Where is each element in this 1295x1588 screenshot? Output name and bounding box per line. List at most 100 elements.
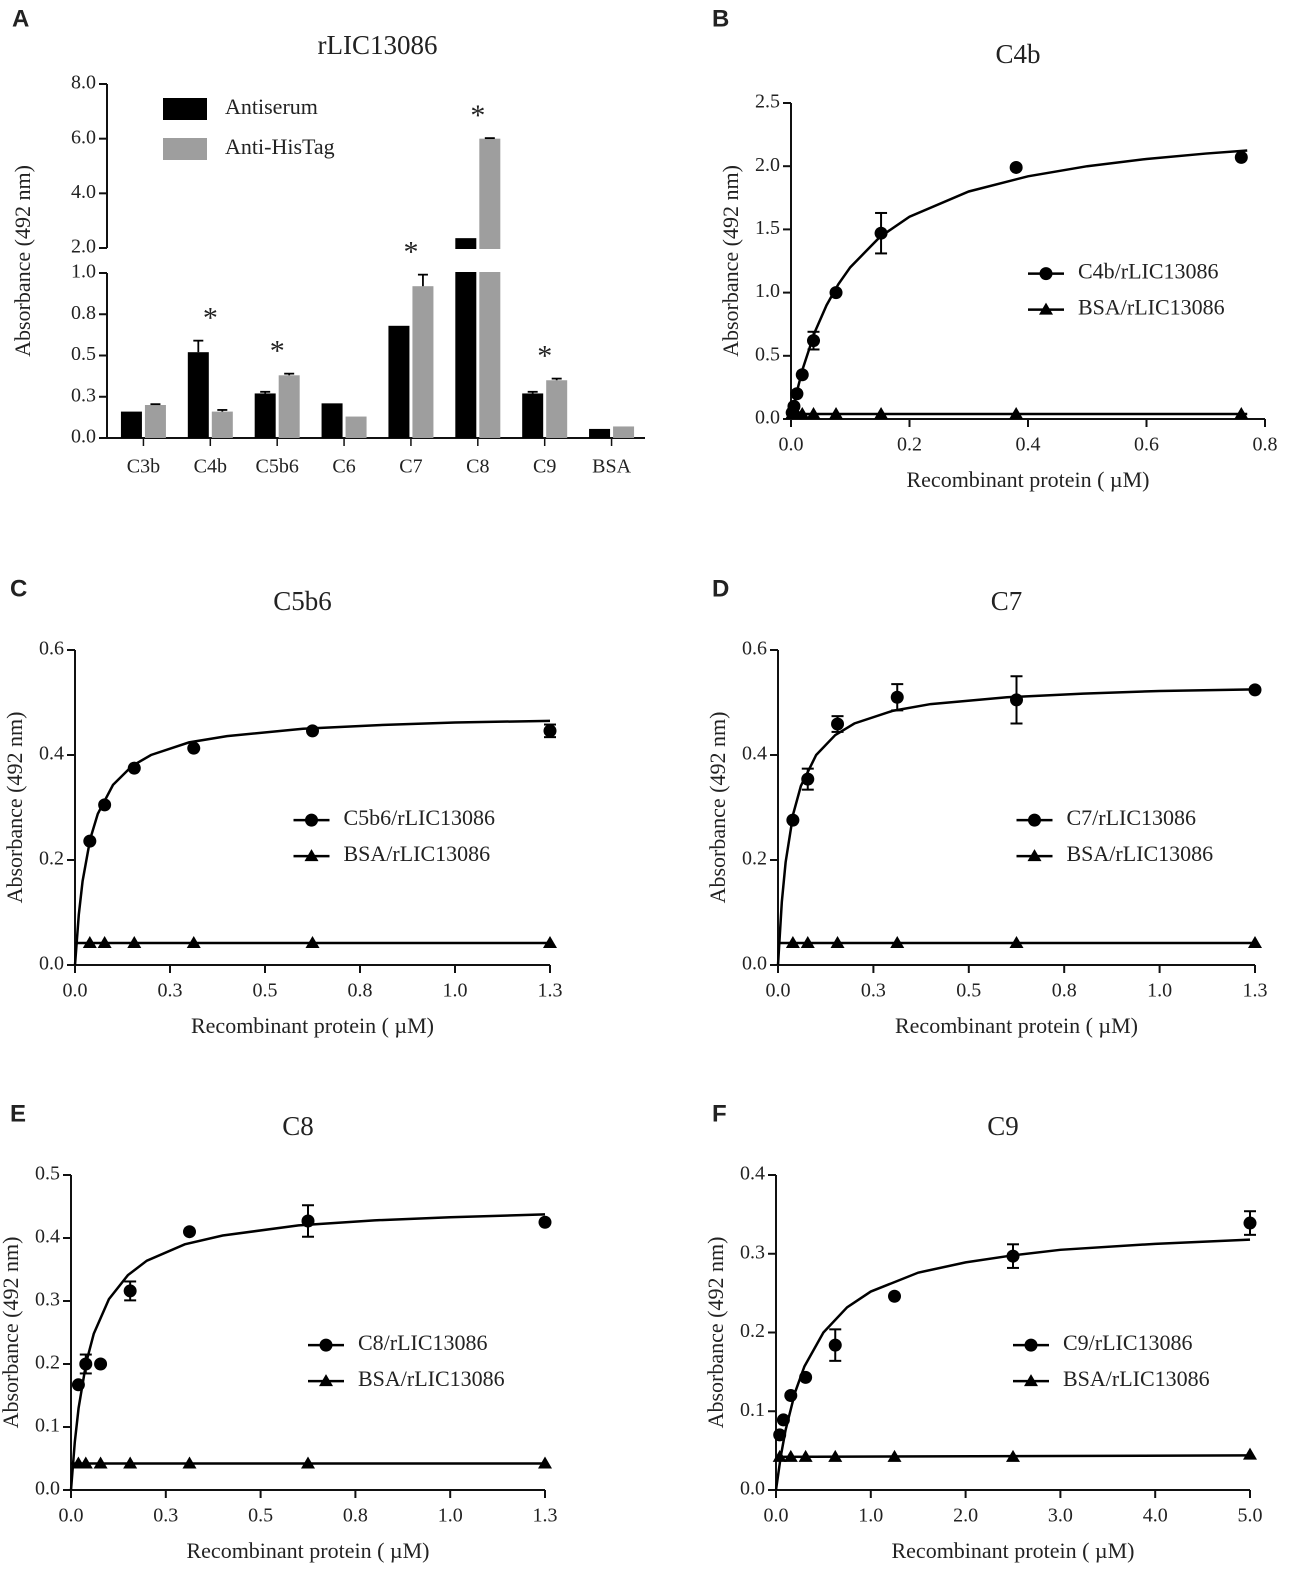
- data-point: [829, 286, 843, 300]
- legend-label: BSA/rLIC13086: [1078, 295, 1225, 320]
- x-tick-label: 0.3: [153, 1505, 178, 1527]
- y-tick-label: 0.0: [740, 1478, 765, 1500]
- fit-curve: [789, 149, 1248, 420]
- x-axis-label: Recombinant protein ( µM): [191, 1013, 434, 1038]
- panel-letter: D: [712, 575, 729, 602]
- data-point: [98, 798, 112, 812]
- legend-label: C4b/rLIC13086: [1078, 259, 1219, 284]
- data-point: [890, 690, 904, 704]
- x-tick-label: 0.0: [63, 980, 88, 1002]
- data-point: [127, 761, 141, 775]
- y-tick-label: 0.3: [35, 1289, 60, 1311]
- data-point: [538, 1215, 552, 1229]
- legend-marker: [1039, 302, 1053, 315]
- chart-title: C5b6: [273, 586, 332, 616]
- x-tick-label: 0.2: [897, 434, 922, 456]
- legend-marker: [1024, 1338, 1038, 1352]
- legend-label: C5b6/rLIC13086: [344, 805, 496, 830]
- x-tick-label: C6: [332, 456, 355, 478]
- y-tick-label: 0.1: [35, 1415, 60, 1437]
- data-point: [1009, 160, 1023, 174]
- chart-title: C9: [987, 1111, 1019, 1141]
- x-tick-label: 0.8: [1253, 434, 1278, 456]
- data-point: [305, 935, 320, 948]
- y-tick-label: 0.5: [71, 343, 96, 365]
- bar: [144, 405, 166, 438]
- legend-marker: [1028, 813, 1041, 827]
- x-tick-label: 1.0: [858, 1505, 883, 1527]
- x-tick-label: 5.0: [1238, 1505, 1263, 1527]
- bar: [187, 352, 209, 438]
- y-axis-label: Absorbance (492 nm): [705, 712, 730, 904]
- y-tick-label: 0.2: [39, 848, 64, 870]
- data-point: [772, 1449, 787, 1462]
- x-tick-label: 1.0: [443, 980, 468, 1002]
- legend-label: Antiserum: [225, 94, 318, 119]
- data-point: [874, 226, 888, 240]
- legend-label: BSA/rLIC13086: [344, 841, 491, 866]
- x-tick-label: C4b: [194, 456, 227, 478]
- x-tick-label: 3.0: [1048, 1505, 1073, 1527]
- legend-label: BSA/rLIC13086: [358, 1366, 505, 1391]
- y-axis-label: Absorbance (492 nm): [703, 1237, 728, 1429]
- data-point: [97, 935, 112, 948]
- legend-marker: [304, 849, 319, 862]
- x-tick-label: C7: [399, 456, 422, 478]
- y-tick-label: 0.1: [740, 1399, 765, 1421]
- x-tick-label: 0.0: [779, 434, 804, 456]
- x-tick-label: 0.5: [253, 980, 278, 1002]
- y-tick-label: 2.5: [755, 91, 780, 113]
- panel-letter: A: [12, 5, 29, 32]
- data-point: [776, 1413, 790, 1427]
- y-tick-label: 1.0: [755, 280, 780, 302]
- x-tick-label: 0.8: [343, 1505, 368, 1527]
- data-point: [123, 1284, 137, 1298]
- legend-marker: [305, 813, 318, 827]
- significance-star: *: [470, 99, 485, 132]
- x-tick-label: 4.0: [1143, 1505, 1168, 1527]
- y-tick-label: 2.0: [755, 154, 780, 176]
- data-point: [799, 1370, 813, 1384]
- y-tick-label: 0.4: [742, 743, 767, 765]
- data-point: [829, 406, 844, 419]
- x-tick-label: C8: [466, 456, 489, 478]
- bar: [546, 380, 568, 438]
- y-tick-label: 6.0: [71, 126, 96, 148]
- x-tick-label: 1.0: [438, 1505, 463, 1527]
- y-tick-label: 0.3: [740, 1241, 765, 1263]
- data-point: [874, 406, 889, 419]
- legend-swatch: [163, 138, 207, 160]
- y-tick-label: 0.3: [71, 384, 96, 406]
- x-tick-label: 0.0: [766, 980, 791, 1002]
- significance-star: *: [537, 339, 552, 372]
- data-point: [806, 406, 821, 419]
- legend-marker: [1039, 267, 1053, 281]
- x-tick-label: BSA: [592, 456, 631, 478]
- data-point: [785, 935, 800, 948]
- data-point: [1010, 693, 1023, 707]
- y-axis-label: Absorbance (492 nm): [10, 165, 35, 357]
- data-point: [1234, 150, 1248, 164]
- data-point: [801, 772, 815, 786]
- y-axis-label: Absorbance (492 nm): [0, 1237, 23, 1429]
- x-tick-label: 1.3: [538, 980, 563, 1002]
- y-tick-label: 0.0: [35, 1478, 60, 1500]
- data-point: [790, 387, 804, 401]
- legend-label: BSA/rLIC13086: [1063, 1366, 1210, 1391]
- y-tick-label: 0.8: [71, 302, 96, 324]
- panel-letter: F: [712, 1100, 727, 1127]
- data-point: [543, 935, 557, 948]
- x-axis-label: Recombinant protein ( µM): [895, 1013, 1138, 1038]
- bar: [455, 238, 477, 438]
- data-point: [83, 834, 97, 848]
- x-tick-label: 2.0: [953, 1505, 978, 1527]
- data-point: [830, 935, 845, 948]
- y-tick-label: 0.4: [740, 1163, 765, 1185]
- y-tick-label: 0.5: [755, 343, 780, 365]
- data-point: [773, 1428, 787, 1442]
- chart-title: C7: [991, 586, 1023, 616]
- data-point: [1243, 1216, 1257, 1230]
- bar: [345, 416, 367, 438]
- y-tick-label: 0.6: [39, 638, 64, 660]
